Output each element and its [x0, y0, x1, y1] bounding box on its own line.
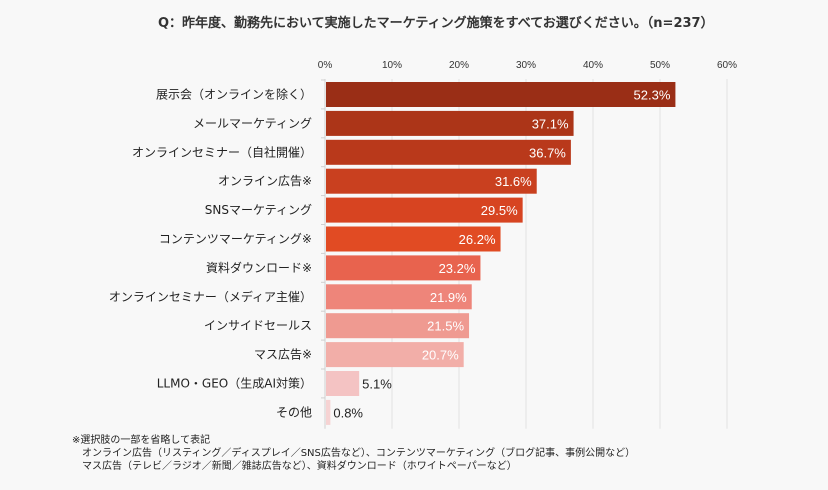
- data-label: 5.1%: [362, 377, 392, 392]
- tick-label: 10%: [382, 60, 402, 71]
- bar: [326, 168, 537, 194]
- data-label: 37.1%: [532, 116, 569, 131]
- tick-label: 60%: [717, 60, 737, 71]
- category-label: 資料ダウンロード※: [206, 260, 312, 275]
- category-label: コンテンツマーケティング※: [159, 232, 312, 246]
- data-label: 31.6%: [495, 174, 532, 189]
- data-label: 36.7%: [529, 145, 566, 160]
- bar: [326, 197, 523, 223]
- tick-label: 50%: [650, 60, 670, 71]
- data-label: 26.2%: [459, 232, 496, 247]
- bar: [326, 226, 501, 252]
- data-label: 23.2%: [439, 261, 476, 276]
- footnote-line: オンライン広告（リスティング／ディスプレイ／SNS広告など）、コンテンツマーケテ…: [72, 448, 636, 459]
- bar: [326, 139, 571, 165]
- category-label: 展示会（オンラインを除く）: [156, 87, 312, 102]
- category-label: メールマーケティング: [193, 116, 312, 130]
- bar: [326, 399, 331, 425]
- bar: [326, 82, 676, 107]
- bar: [326, 255, 481, 281]
- footnote-line: ※選択肢の一部を省略して表記: [72, 435, 211, 446]
- data-label: 0.8%: [333, 405, 363, 420]
- category-label: その他: [276, 405, 312, 419]
- footnote-line: マス広告（テレビ／ラジオ／新聞／雑誌広告など）、資料ダウンロード（ホワイトペーパ…: [72, 461, 517, 472]
- data-label: 21.9%: [430, 290, 467, 305]
- category-label: LLMO・GEO（生成AI対策）: [157, 377, 312, 391]
- category-label: インサイドセールス: [204, 319, 312, 333]
- category-label: オンラインセミナー（メディア主催）: [109, 289, 312, 304]
- data-label: 29.5%: [481, 203, 518, 218]
- bar: [326, 371, 360, 396]
- data-label: 21.5%: [427, 319, 464, 334]
- bar: [326, 110, 574, 136]
- category-label: オンラインセミナー（自社開催）: [132, 144, 312, 159]
- tick-label: 0%: [318, 60, 333, 71]
- chart-title: Q：昨年度、勤務先において実施したマーケティング施策をすべてお選びください。（n…: [158, 16, 714, 31]
- category-label: マス広告※: [254, 348, 312, 362]
- bar: [326, 342, 464, 368]
- bar: [326, 313, 470, 339]
- tick-label: 40%: [583, 60, 603, 71]
- category-label: SNSマーケティング: [205, 203, 312, 217]
- tick-label: 30%: [516, 60, 536, 71]
- bar: [326, 284, 472, 310]
- category-label: オンライン広告※: [218, 174, 312, 188]
- data-label: 20.7%: [422, 348, 459, 363]
- tick-label: 20%: [449, 60, 469, 71]
- footnote: ※選択肢の一部を省略して表記 オンライン広告（リスティング／ディスプレイ／SNS…: [72, 434, 635, 473]
- data-label: 52.3%: [634, 88, 671, 103]
